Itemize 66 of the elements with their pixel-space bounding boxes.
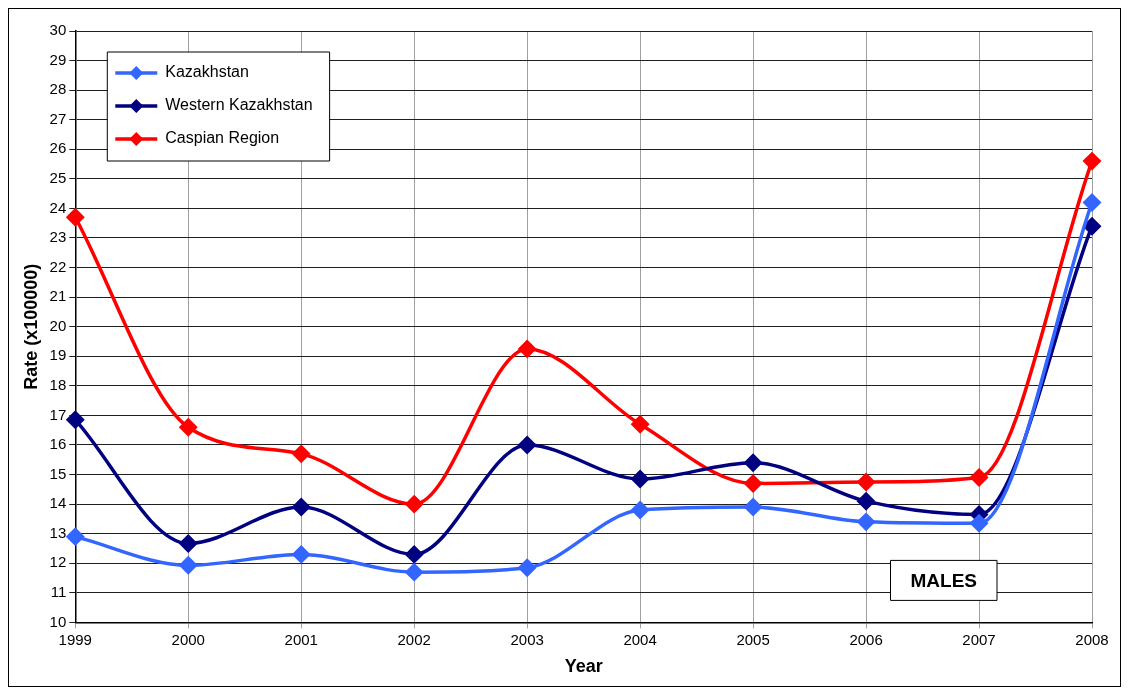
y-tick-label: 12 [49, 553, 67, 571]
point [518, 558, 536, 577]
point [1083, 152, 1101, 170]
point [631, 470, 649, 488]
y-tick-label: 22 [49, 257, 67, 275]
annotation: MALES [910, 569, 977, 591]
y-tick-label: 13 [49, 523, 67, 541]
point [405, 545, 423, 564]
y-tick-label: 20 [49, 316, 67, 334]
x-axis-title: Year [564, 656, 603, 677]
y-tick-label: 23 [49, 228, 67, 246]
x-tick-label: 2003 [510, 630, 544, 648]
point [1083, 217, 1101, 235]
y-tick-label: 27 [49, 109, 67, 127]
point [292, 545, 310, 564]
y-tick-label: 24 [49, 198, 67, 216]
x-tick-label: 2004 [623, 630, 657, 648]
point [1083, 193, 1101, 212]
point [179, 418, 197, 436]
point [744, 474, 762, 493]
point [970, 514, 988, 533]
x-tick-label: 2007 [962, 630, 996, 648]
point [857, 513, 875, 531]
y-tick-label: 15 [49, 464, 67, 482]
point [631, 501, 649, 519]
y-tick-label: 21 [49, 287, 67, 305]
legend-label: Caspian Region [165, 129, 280, 147]
y-tick-label: 11 [50, 582, 67, 600]
y-tick-label: 16 [49, 435, 67, 453]
point [857, 492, 875, 510]
point [66, 527, 85, 546]
y-tick-label: 26 [49, 139, 67, 157]
y-tick-label: 28 [49, 80, 67, 98]
point [631, 415, 649, 434]
point [970, 468, 988, 487]
y-tick-label: 14 [49, 494, 67, 512]
point [518, 340, 536, 358]
point [857, 473, 875, 491]
y-tick-label: 17 [49, 405, 67, 423]
y-tick-label: 10 [49, 612, 67, 630]
x-tick-label: 2001 [284, 630, 318, 648]
point [66, 411, 85, 429]
point [518, 436, 536, 454]
y-axis-title: Rate (x100000) [20, 263, 41, 390]
y-tick-label: 19 [49, 346, 67, 364]
point [179, 534, 197, 553]
point [292, 498, 310, 516]
y-tick-label: 25 [49, 168, 67, 186]
point [405, 495, 423, 513]
legend-label: Western Kazakhstan [165, 96, 313, 114]
legend-label: Kazakhstan [165, 63, 249, 81]
x-tick-label: 2002 [397, 630, 431, 648]
point [744, 453, 762, 472]
point [66, 208, 85, 227]
x-tick-label: 2008 [1075, 630, 1109, 648]
y-tick-label: 30 [49, 21, 67, 39]
x-tick-label: 2000 [171, 630, 205, 648]
y-tick-label: 29 [49, 50, 67, 68]
x-tick-label: 2006 [849, 630, 883, 648]
point [179, 556, 197, 575]
point [292, 445, 310, 463]
y-tick-label: 18 [49, 375, 67, 393]
x-tick-label: 2005 [736, 630, 770, 648]
point [405, 563, 423, 581]
x-tick-label: 1999 [58, 630, 92, 648]
point [744, 498, 762, 516]
